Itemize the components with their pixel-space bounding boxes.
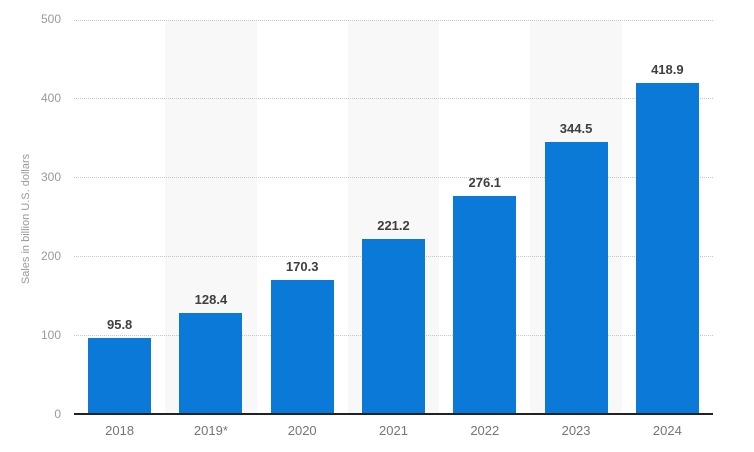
bar-value-label: 95.8: [106, 317, 133, 333]
bar-value-label: 276.1: [468, 175, 502, 191]
bar-2024[interactable]: [635, 83, 699, 414]
gridline-500: [74, 19, 713, 21]
bar-2018[interactable]: [88, 338, 152, 414]
y-tick-label-200: 200: [40, 248, 61, 263]
bar-value-label: 170.3: [285, 258, 319, 274]
bar-value-label: 344.5: [559, 121, 593, 137]
x-axis-label-2023: 2023: [561, 423, 591, 438]
x-axis-label-2018: 2018: [105, 423, 135, 438]
bar-value-label: 418.9: [651, 62, 684, 78]
bar-value-label: 128.4: [194, 291, 228, 307]
bar-2021[interactable]: [362, 239, 425, 414]
bar-value-label: 221.2: [377, 218, 410, 234]
x-axis-line: [74, 413, 713, 415]
y-tick-label-100: 100: [40, 327, 61, 342]
bar-2020[interactable]: [270, 279, 334, 414]
gridline-400: [74, 98, 713, 100]
bar-2022[interactable]: [453, 196, 517, 414]
y-tick-label-400: 400: [40, 90, 61, 105]
x-axis-label-2024: 2024: [652, 423, 682, 438]
y-tick-label-0: 0: [54, 406, 61, 421]
x-axis-label-2019*: 2019*: [193, 423, 228, 438]
x-axis-label-2021: 2021: [379, 423, 408, 438]
x-axis-label-2022: 2022: [470, 423, 500, 438]
bar-2023[interactable]: [544, 142, 608, 414]
gridline-300: [74, 177, 713, 179]
y-tick-label-500: 500: [40, 12, 61, 26]
bar-2019*[interactable]: [179, 312, 243, 414]
x-axis-label-2020: 2020: [287, 423, 317, 438]
y-tick-label-300: 300: [40, 169, 61, 184]
